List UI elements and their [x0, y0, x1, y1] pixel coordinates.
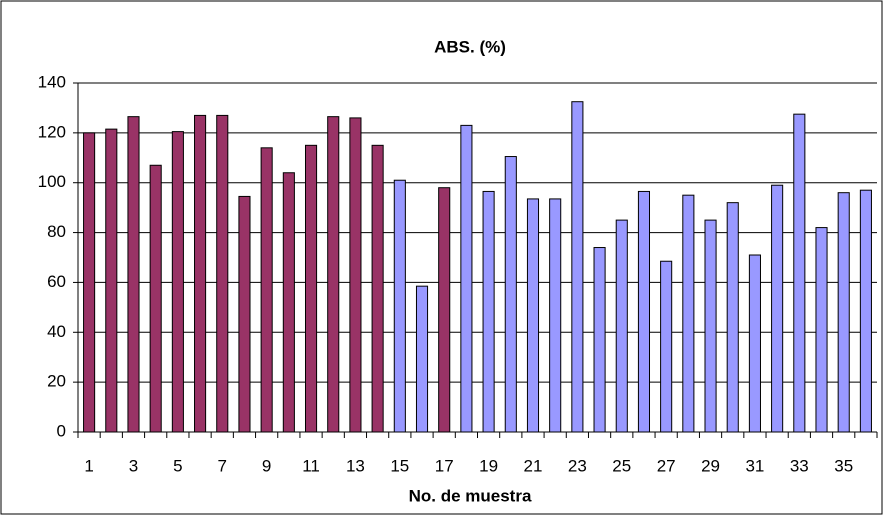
bar: [216, 114, 229, 433]
bar: [127, 116, 140, 433]
x-tick-label: 35: [834, 456, 853, 475]
bar: [771, 184, 784, 433]
bar: [571, 101, 584, 433]
bar: [549, 198, 562, 433]
x-tick-label: 31: [745, 456, 764, 475]
x-tick-label: 19: [479, 456, 498, 475]
bar: [171, 131, 184, 433]
y-tick-label: 120: [38, 122, 66, 141]
x-tick-label: 33: [790, 456, 809, 475]
x-tick-label: 27: [657, 456, 676, 475]
y-tick-label: 80: [47, 222, 66, 241]
x-tick-label: 23: [568, 456, 587, 475]
bar: [349, 117, 362, 433]
x-tick-label: 3: [129, 456, 138, 475]
bar: [859, 189, 872, 433]
x-axis-title: No. de muestra: [409, 486, 532, 505]
bar: [482, 190, 495, 433]
x-tick-label: 29: [701, 456, 720, 475]
bar: [682, 194, 695, 433]
x-tick-label: 25: [612, 456, 631, 475]
x-tick-label: 15: [390, 456, 409, 475]
bar: [504, 156, 517, 433]
bar: [704, 219, 717, 433]
bar: [83, 132, 96, 433]
bar: [815, 227, 828, 433]
bar: [194, 114, 207, 433]
bar: [371, 144, 384, 433]
x-tick-label: 21: [524, 456, 543, 475]
x-tick-label: 17: [435, 456, 454, 475]
bar: [415, 285, 429, 433]
bar: [837, 192, 850, 433]
x-tick-label: 7: [218, 456, 227, 475]
x-tick-label: 13: [346, 456, 365, 475]
bar: [327, 116, 340, 433]
x-tick-label: 11: [302, 456, 320, 475]
bar: [105, 128, 118, 433]
bar: [748, 254, 761, 433]
bar: [393, 179, 406, 433]
bar: [660, 260, 673, 433]
bar: [526, 198, 540, 433]
y-tick-label: 40: [47, 322, 66, 341]
bar: [460, 124, 473, 433]
y-tick-label: 140: [38, 72, 66, 91]
bar: [726, 202, 739, 433]
y-tick-label: 20: [47, 372, 66, 391]
y-tick-label: 0: [57, 421, 66, 440]
x-tick-label: 1: [84, 456, 93, 475]
bar: [438, 187, 451, 433]
bar: [282, 172, 295, 433]
bar: [593, 247, 606, 433]
bar: [304, 144, 318, 433]
y-tick-label: 60: [47, 272, 66, 291]
x-tick-label: 9: [262, 456, 271, 475]
bar: [238, 195, 251, 433]
bar: [149, 164, 162, 433]
bar: [260, 147, 273, 433]
x-tick-label: 5: [173, 456, 182, 475]
bar: [615, 219, 628, 433]
bar: [793, 113, 806, 433]
y-tick-label: 100: [38, 172, 66, 191]
bar: [637, 190, 651, 433]
chart-title: ABS. (%): [434, 37, 506, 56]
